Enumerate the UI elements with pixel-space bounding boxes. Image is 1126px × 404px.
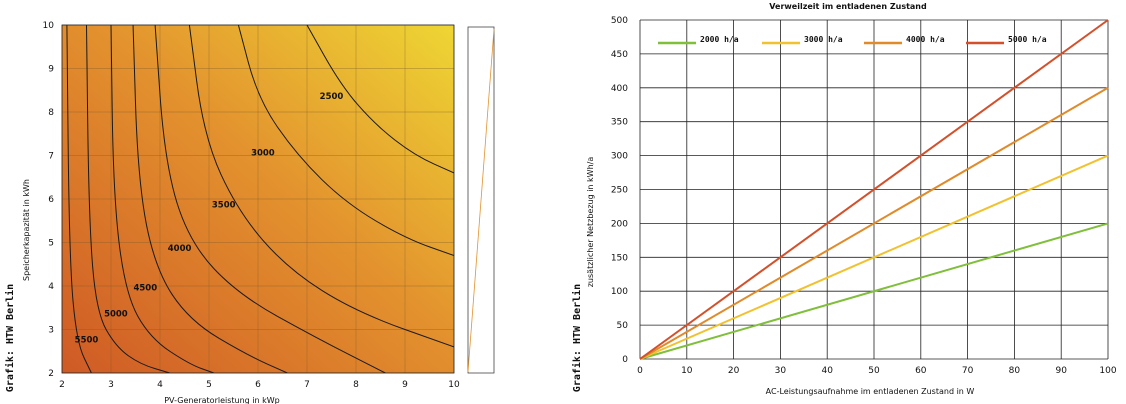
line-y-axis-label: zusätzlicher Netzbezug in kWh/a <box>586 157 595 288</box>
series-line-3000 <box>639 154 1109 360</box>
line-x-tick-label: 0 <box>637 366 643 376</box>
line-y-tick-label: 350 <box>611 118 628 128</box>
color-scale-indicator <box>467 28 495 373</box>
contour-line-6000 <box>66 25 92 373</box>
contour-y-tick-label: 10 <box>43 21 55 31</box>
line-y-tick-label: 50 <box>617 321 629 331</box>
line-legend: 2000 h/a 3000 h/a 4000 h/a 5000 h/a <box>658 35 1047 45</box>
line-x-tick-label: 60 <box>915 366 927 376</box>
line-x-axis-label: AC-Leistungsaufnahme im entladenen Zusta… <box>766 387 975 396</box>
line-x-tick-label: 100 <box>1099 366 1116 376</box>
contour-line-3500 <box>188 25 454 348</box>
contour-x-tick-label: 7 <box>304 380 310 390</box>
line-x-tick-label: 30 <box>775 366 787 376</box>
line-y-tick-label: 450 <box>611 50 628 60</box>
contour-x-tick-label: 5 <box>206 380 212 390</box>
contour-x-axis-label: PV-Generatorleistung in kWp <box>164 396 280 404</box>
line-x-ticks: 0 10 20 30 40 50 60 70 80 90 100 <box>637 366 1117 376</box>
contour-plot-area <box>62 25 454 373</box>
contour-label: 4500 <box>133 283 157 293</box>
contour-label: 3500 <box>212 201 236 211</box>
contour-y-tick-label: 9 <box>48 65 54 75</box>
contour-label: 5000 <box>104 309 128 319</box>
contour-line-3000 <box>237 25 454 257</box>
line-x-tick-label: 50 <box>868 366 880 376</box>
contour-x-tick-label: 10 <box>448 380 460 390</box>
contour-line-5000 <box>110 25 215 373</box>
contour-y-axis-label: Speicherkapazität in kWh <box>22 179 31 281</box>
contour-label: 5500 <box>75 336 99 346</box>
contour-credit: Grafik: HTW Berlin <box>4 284 16 392</box>
legend-label: 4000 h/a <box>906 35 945 44</box>
contour-y-tick-label: 3 <box>48 326 54 336</box>
contour-y-tick-label: 4 <box>48 282 54 292</box>
contour-y-tick-label: 7 <box>48 152 54 162</box>
contour-lines <box>66 25 454 373</box>
series-line-4000 <box>639 86 1109 360</box>
contour-label: 2500 <box>320 92 344 102</box>
line-x-tick-label: 40 <box>821 366 833 376</box>
line-y-tick-label: 250 <box>611 186 628 196</box>
line-x-tick-label: 70 <box>962 366 974 376</box>
line-x-tick-label: 20 <box>728 366 740 376</box>
contour-x-ticks: 2 3 4 5 6 7 8 9 10 <box>59 380 460 390</box>
series-line-2000 <box>639 222 1109 360</box>
contour-x-tick-label: 4 <box>157 380 163 390</box>
line-chart: Verweilzeit im entladenen Zustand 2000 h… <box>571 2 1117 396</box>
contour-y-tick-label: 8 <box>48 108 54 118</box>
contour-y-tick-label: 6 <box>48 195 54 205</box>
line-y-tick-label: 100 <box>611 287 628 297</box>
legend-label: 2000 h/a <box>700 35 739 44</box>
contour-x-tick-label: 6 <box>255 380 261 390</box>
contour-x-tick-label: 3 <box>108 380 114 390</box>
contour-labels: 2500 3000 3500 4000 4500 5000 5500 <box>75 92 344 346</box>
contour-line-2500 <box>306 25 454 174</box>
contour-line-4500 <box>132 25 288 373</box>
contour-label: 4000 <box>168 244 192 254</box>
line-series <box>639 19 1109 360</box>
line-x-tick-label: 80 <box>1009 366 1021 376</box>
contour-line-4000 <box>154 25 386 373</box>
line-grid <box>639 19 1109 360</box>
line-y-tick-label: 500 <box>611 16 628 26</box>
contour-label: 3000 <box>251 149 275 159</box>
contour-y-tick-label: 2 <box>48 369 54 379</box>
line-y-tick-label: 0 <box>622 355 628 365</box>
legend-label: 5000 h/a <box>1008 35 1047 44</box>
contour-x-tick-label: 9 <box>402 380 408 390</box>
line-y-tick-label: 150 <box>611 253 628 263</box>
line-chart-title: Verweilzeit im entladenen Zustand <box>769 2 927 11</box>
contour-x-tick-label: 8 <box>353 380 359 390</box>
line-credit: Grafik: HTW Berlin <box>571 284 583 392</box>
contour-y-ticks: 2 3 4 5 6 7 8 9 10 <box>43 21 55 379</box>
line-y-tick-label: 200 <box>611 219 628 229</box>
contour-y-tick-label: 5 <box>48 239 54 249</box>
contour-line-5500 <box>86 25 170 373</box>
line-y-tick-label: 400 <box>611 84 628 94</box>
legend-label: 3000 h/a <box>804 35 843 44</box>
line-y-ticks: 0 50 100 150 200 250 300 350 400 450 500 <box>611 16 628 365</box>
line-y-tick-label: 300 <box>611 152 628 162</box>
line-x-tick-label: 90 <box>1055 366 1067 376</box>
line-x-tick-label: 10 <box>681 366 693 376</box>
series-line-5000 <box>639 19 1109 360</box>
contour-plot-frame <box>61 24 455 374</box>
contour-x-tick-label: 2 <box>59 380 65 390</box>
